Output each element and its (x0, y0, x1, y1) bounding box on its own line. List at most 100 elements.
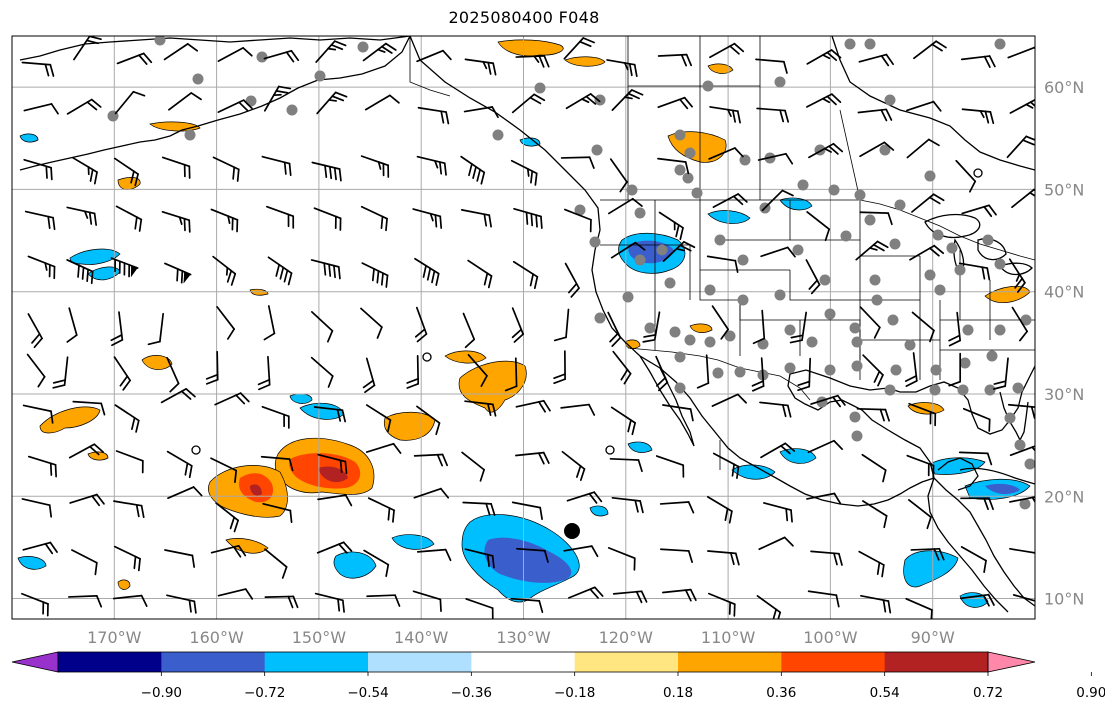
colorbar-segment (678, 652, 782, 672)
station-dot (924, 269, 936, 281)
wind-barb (212, 156, 240, 182)
wind-barb (911, 311, 935, 343)
station-dot (851, 360, 863, 372)
wind-barb (115, 450, 144, 474)
wind-barb (711, 393, 747, 407)
wind-barb (755, 58, 788, 74)
station-dot (674, 382, 686, 394)
wind-barb (659, 548, 693, 564)
positive-anomaly-region (707, 63, 734, 74)
station-dot (994, 38, 1006, 50)
station-dot (864, 214, 876, 226)
wind-barb (662, 404, 694, 422)
very-strong-positive-region (318, 466, 348, 483)
positive-anomaly-region (383, 411, 436, 441)
wind-barb (414, 306, 428, 343)
wind-barb (913, 40, 947, 60)
wind-barb (515, 399, 551, 413)
wind-barb (365, 442, 402, 454)
station-dot (784, 362, 796, 374)
wind-barb (22, 404, 54, 424)
wind-barb (510, 159, 538, 186)
station-dot (644, 322, 656, 334)
map-frame (11, 35, 1036, 620)
wind-barb (560, 156, 595, 169)
coastline (19, 129, 183, 171)
wind-barb (110, 311, 124, 347)
wind-barb (905, 597, 933, 619)
station-dot (757, 338, 769, 350)
wind-barb (962, 407, 991, 432)
station-dot (734, 366, 746, 378)
negative-anomaly-region (391, 534, 435, 550)
coastline (639, 355, 695, 447)
wind-barb (266, 205, 295, 229)
station-dot (884, 94, 896, 106)
positive-anomaly-region (689, 323, 713, 333)
station-dot (314, 70, 326, 82)
wind-barb (68, 443, 104, 459)
wind-barb (568, 586, 604, 599)
station-dot (674, 129, 686, 141)
wind-barb (69, 493, 105, 507)
colorbar-tick-label: −0.36 (451, 685, 492, 701)
wind-barb (67, 595, 103, 608)
wind-barb (417, 106, 450, 125)
wind-barb (859, 211, 893, 226)
station-dot (674, 164, 686, 176)
station-dot (492, 129, 504, 141)
station-dot (869, 274, 881, 286)
wind-barb (908, 499, 932, 530)
station-dot (994, 324, 1006, 336)
wind-barb (513, 208, 543, 229)
station-dot (849, 322, 861, 334)
station-dot (889, 238, 901, 250)
wind-barb (859, 306, 881, 339)
wind-barb (906, 138, 940, 159)
station-dot (656, 244, 668, 256)
station-dot (884, 384, 896, 396)
wind-barb (565, 93, 601, 110)
station-dot (684, 147, 696, 159)
longitude-tick-label: 150°W (292, 628, 347, 647)
wind-barb (1009, 495, 1035, 509)
wind-barb (707, 550, 740, 566)
wind-barb (205, 350, 219, 385)
station-dot (946, 242, 958, 254)
colorbar-segment (884, 652, 989, 672)
island (422, 352, 432, 362)
wind-barb (611, 89, 644, 111)
wind-barb (416, 155, 447, 176)
station-dot (674, 351, 686, 363)
wind-barb (214, 392, 250, 406)
wind-barb (808, 142, 844, 159)
state-border (789, 270, 860, 301)
longitude-tick-label: 100°W (803, 628, 858, 647)
wind-barb (311, 161, 342, 182)
wind-barb (166, 594, 197, 614)
wind-barb (763, 502, 793, 523)
wind-barb (412, 590, 442, 612)
wind-barb (797, 357, 812, 392)
wind-barb (906, 100, 942, 112)
wind-barb (21, 61, 55, 77)
wind-barb-layer (21, 36, 1035, 619)
wind-barb (24, 210, 56, 231)
wind-barb (71, 549, 98, 576)
colorbar-tick-label: 0.72 (973, 685, 1003, 701)
wind-barb (806, 49, 842, 65)
wind-barb (72, 156, 98, 185)
colorbar-extend-min (11, 651, 59, 673)
wind-barb (1009, 98, 1035, 114)
negative-anomaly-region (19, 133, 39, 143)
wind-barb (313, 207, 342, 231)
latitude-tick-label: 30°N (1044, 385, 1084, 404)
wind-barb (317, 453, 348, 475)
colorbar-tick-label: 0.36 (766, 685, 796, 701)
station-dot (854, 189, 866, 201)
wind-barb (210, 457, 238, 484)
station-dot (1012, 382, 1024, 394)
station-dot (664, 277, 676, 289)
colorbar-segment (161, 652, 266, 672)
wind-barb (563, 37, 595, 60)
